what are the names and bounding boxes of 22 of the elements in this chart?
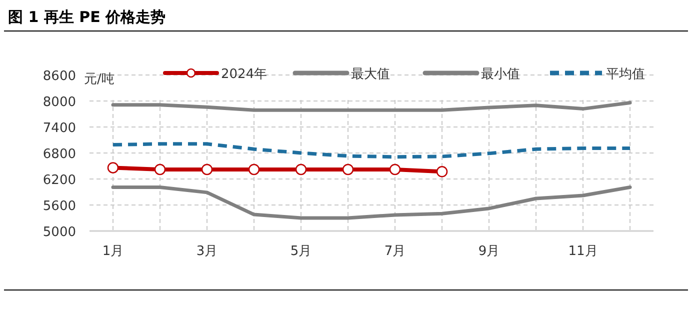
- y-tick-label: 6800: [42, 147, 76, 162]
- line-series: [111, 185, 632, 220]
- line-series: [111, 142, 632, 159]
- x-tick-label: 5月: [290, 244, 312, 259]
- chart-title: 图 1 再生 PE 价格走势: [8, 8, 166, 26]
- y-axis-title: 元/吨: [84, 72, 114, 87]
- x-tick-label: 3月: [196, 244, 218, 259]
- x-tick-label: 1月: [102, 244, 124, 259]
- y-tick-label: 5000: [42, 225, 76, 240]
- x-tick-label: 9月: [478, 244, 500, 259]
- y-tick-label: 5600: [42, 199, 76, 214]
- legend-label: 最小值: [481, 67, 520, 82]
- legend-label: 最大值: [351, 67, 390, 82]
- legend-label: 2024年: [221, 67, 268, 82]
- y-tick-label: 6200: [42, 173, 76, 188]
- x-tick-label: 11月: [568, 244, 598, 259]
- y-tick-label: 8600: [42, 69, 76, 84]
- y-tick-label: 7400: [42, 121, 76, 136]
- legend-label: 平均值: [606, 67, 645, 82]
- y-tick-label: 8000: [42, 95, 76, 110]
- line-series: [111, 100, 632, 112]
- x-tick-label: 7月: [384, 244, 406, 259]
